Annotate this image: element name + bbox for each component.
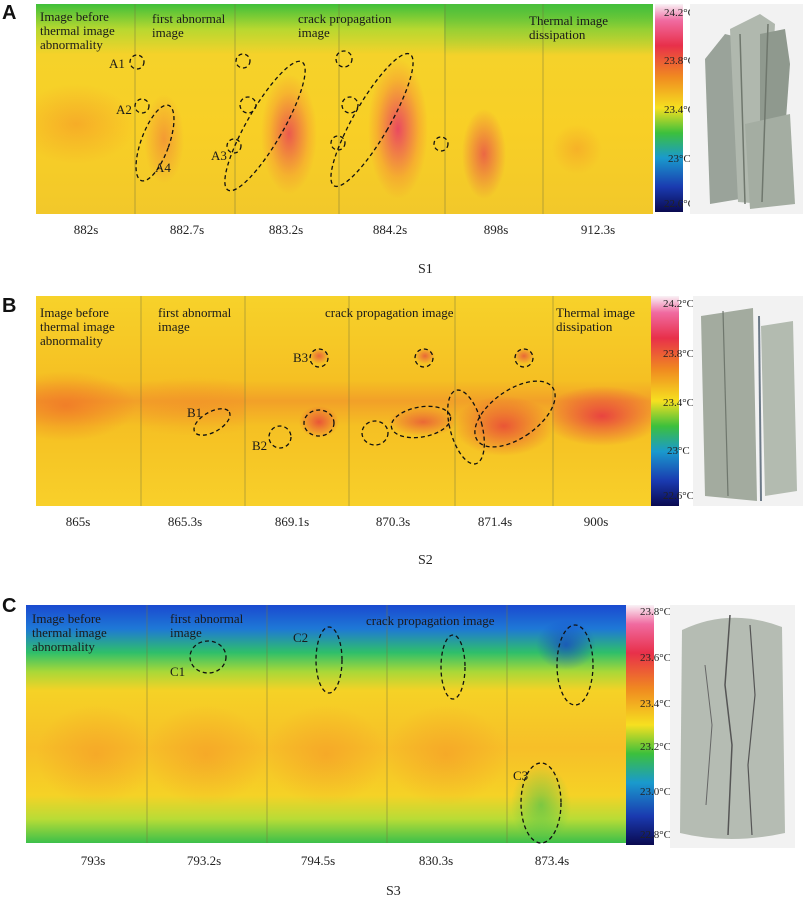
marker-b1: B1 bbox=[187, 405, 203, 420]
rock-s2-image bbox=[701, 308, 797, 502]
time-b-6: 900s bbox=[583, 514, 609, 529]
time-b-2: 865.3s bbox=[167, 514, 203, 529]
marker-c1: C1 bbox=[170, 664, 186, 679]
rock-s1-image bbox=[705, 14, 795, 209]
scale-b-max: 24.2°C bbox=[663, 298, 694, 310]
scale-a-max: 24.2°C bbox=[664, 7, 695, 19]
marker-b2: B2 bbox=[252, 438, 268, 453]
frame-b-4 bbox=[348, 296, 454, 506]
time-a-6: 912.3s bbox=[580, 222, 616, 237]
caption-c-before: Image before thermal image abnormality bbox=[32, 611, 107, 654]
frame-c-2 bbox=[146, 605, 266, 843]
marker-a3: A3 bbox=[211, 148, 227, 163]
rock-photo-s3 bbox=[670, 605, 795, 848]
frame-b-5 bbox=[454, 296, 552, 506]
scale-a-min: 22.6°C bbox=[664, 198, 695, 210]
caption-c-first: first abnormal image bbox=[170, 611, 244, 640]
frame-a-5 bbox=[444, 4, 542, 214]
time-c-3: 794.5s bbox=[300, 853, 336, 868]
time-c-2: 793.2s bbox=[186, 853, 222, 868]
caption-a-dissipation: Thermal image dissipation bbox=[529, 13, 609, 42]
caption-a-first: first abnormal image bbox=[152, 11, 226, 40]
frame-c-5 bbox=[506, 605, 626, 843]
color-scale-c bbox=[626, 605, 654, 845]
thermal-strip-b bbox=[36, 296, 653, 506]
caption-a-crack: crack propagation image bbox=[298, 11, 392, 40]
caption-b-first: first abnormal image bbox=[158, 305, 232, 334]
scale-a-4: 23°C bbox=[668, 153, 691, 165]
time-b-5: 871.4s bbox=[477, 514, 513, 529]
scale-c-5: 23.0°C bbox=[640, 786, 671, 798]
time-a-3: 883.2s bbox=[268, 222, 304, 237]
time-b-4: 870.3s bbox=[375, 514, 411, 529]
frame-c-1 bbox=[26, 605, 146, 843]
time-a-5: 898s bbox=[483, 222, 509, 237]
sample-label-s3: S3 bbox=[386, 884, 401, 899]
time-a-4: 884.2s bbox=[372, 222, 408, 237]
time-c-4: 830.3s bbox=[418, 853, 454, 868]
caption-b-before: Image before thermal image abnormality bbox=[40, 305, 115, 348]
scale-b-min: 22.6°C bbox=[663, 490, 694, 502]
time-a-1: 882s bbox=[73, 222, 99, 237]
time-a-2: 882.7s bbox=[169, 222, 205, 237]
sample-label-s1: S1 bbox=[418, 262, 433, 277]
color-scale-a bbox=[655, 4, 683, 212]
frame-b-6 bbox=[552, 296, 653, 506]
caption-b-crack: crack propagation image bbox=[325, 305, 454, 320]
sample-label-s2: S2 bbox=[418, 553, 433, 568]
caption-b-dissipation: Thermal image dissipation bbox=[556, 305, 636, 334]
frame-c-3 bbox=[266, 605, 386, 843]
scale-b-3: 23.4°C bbox=[663, 397, 694, 409]
time-b-1: 865s bbox=[65, 514, 91, 529]
rock-photo-s1 bbox=[690, 4, 803, 214]
marker-a1: A1 bbox=[109, 56, 125, 71]
time-b-3: 869.1s bbox=[274, 514, 310, 529]
scale-a-3: 23.4°C bbox=[664, 104, 695, 116]
scale-b-2: 23.8°C bbox=[663, 348, 694, 360]
scale-c-min: 22.8°C bbox=[640, 829, 671, 841]
frame-b-3 bbox=[244, 296, 348, 506]
marker-a2: A2 bbox=[116, 102, 132, 117]
marker-c2: C2 bbox=[293, 630, 309, 645]
panel-letter-c: C bbox=[2, 595, 17, 617]
scale-c-2: 23.6°C bbox=[640, 652, 671, 664]
panel-letter-a: A bbox=[2, 2, 17, 24]
scale-b-4: 23°C bbox=[667, 445, 690, 457]
marker-c3: C3 bbox=[513, 768, 529, 783]
time-c-5: 873.4s bbox=[534, 853, 570, 868]
rock-photo-s2 bbox=[693, 296, 803, 506]
rock-s3-image bbox=[680, 614, 785, 839]
scale-c-max: 23.8°C bbox=[640, 606, 671, 618]
marker-b3: B3 bbox=[293, 350, 309, 365]
time-c-1: 793s bbox=[80, 853, 106, 868]
caption-c-crack: crack propagation image bbox=[366, 613, 495, 628]
frame-b-1 bbox=[36, 296, 140, 506]
caption-a-before: Image before thermal image abnormality bbox=[40, 9, 115, 52]
color-scale-b bbox=[651, 296, 679, 506]
scale-c-3: 23.4°C bbox=[640, 698, 671, 710]
scale-c-4: 23.2°C bbox=[640, 741, 671, 753]
frame-c-4 bbox=[386, 605, 506, 843]
frame-b-2 bbox=[140, 296, 244, 506]
frame-a-6 bbox=[542, 4, 653, 214]
scale-a-2: 23.8°C bbox=[664, 55, 695, 67]
marker-a4: A4 bbox=[155, 160, 171, 175]
frame-a-1 bbox=[36, 4, 134, 214]
panel-letter-b: B bbox=[2, 295, 17, 317]
